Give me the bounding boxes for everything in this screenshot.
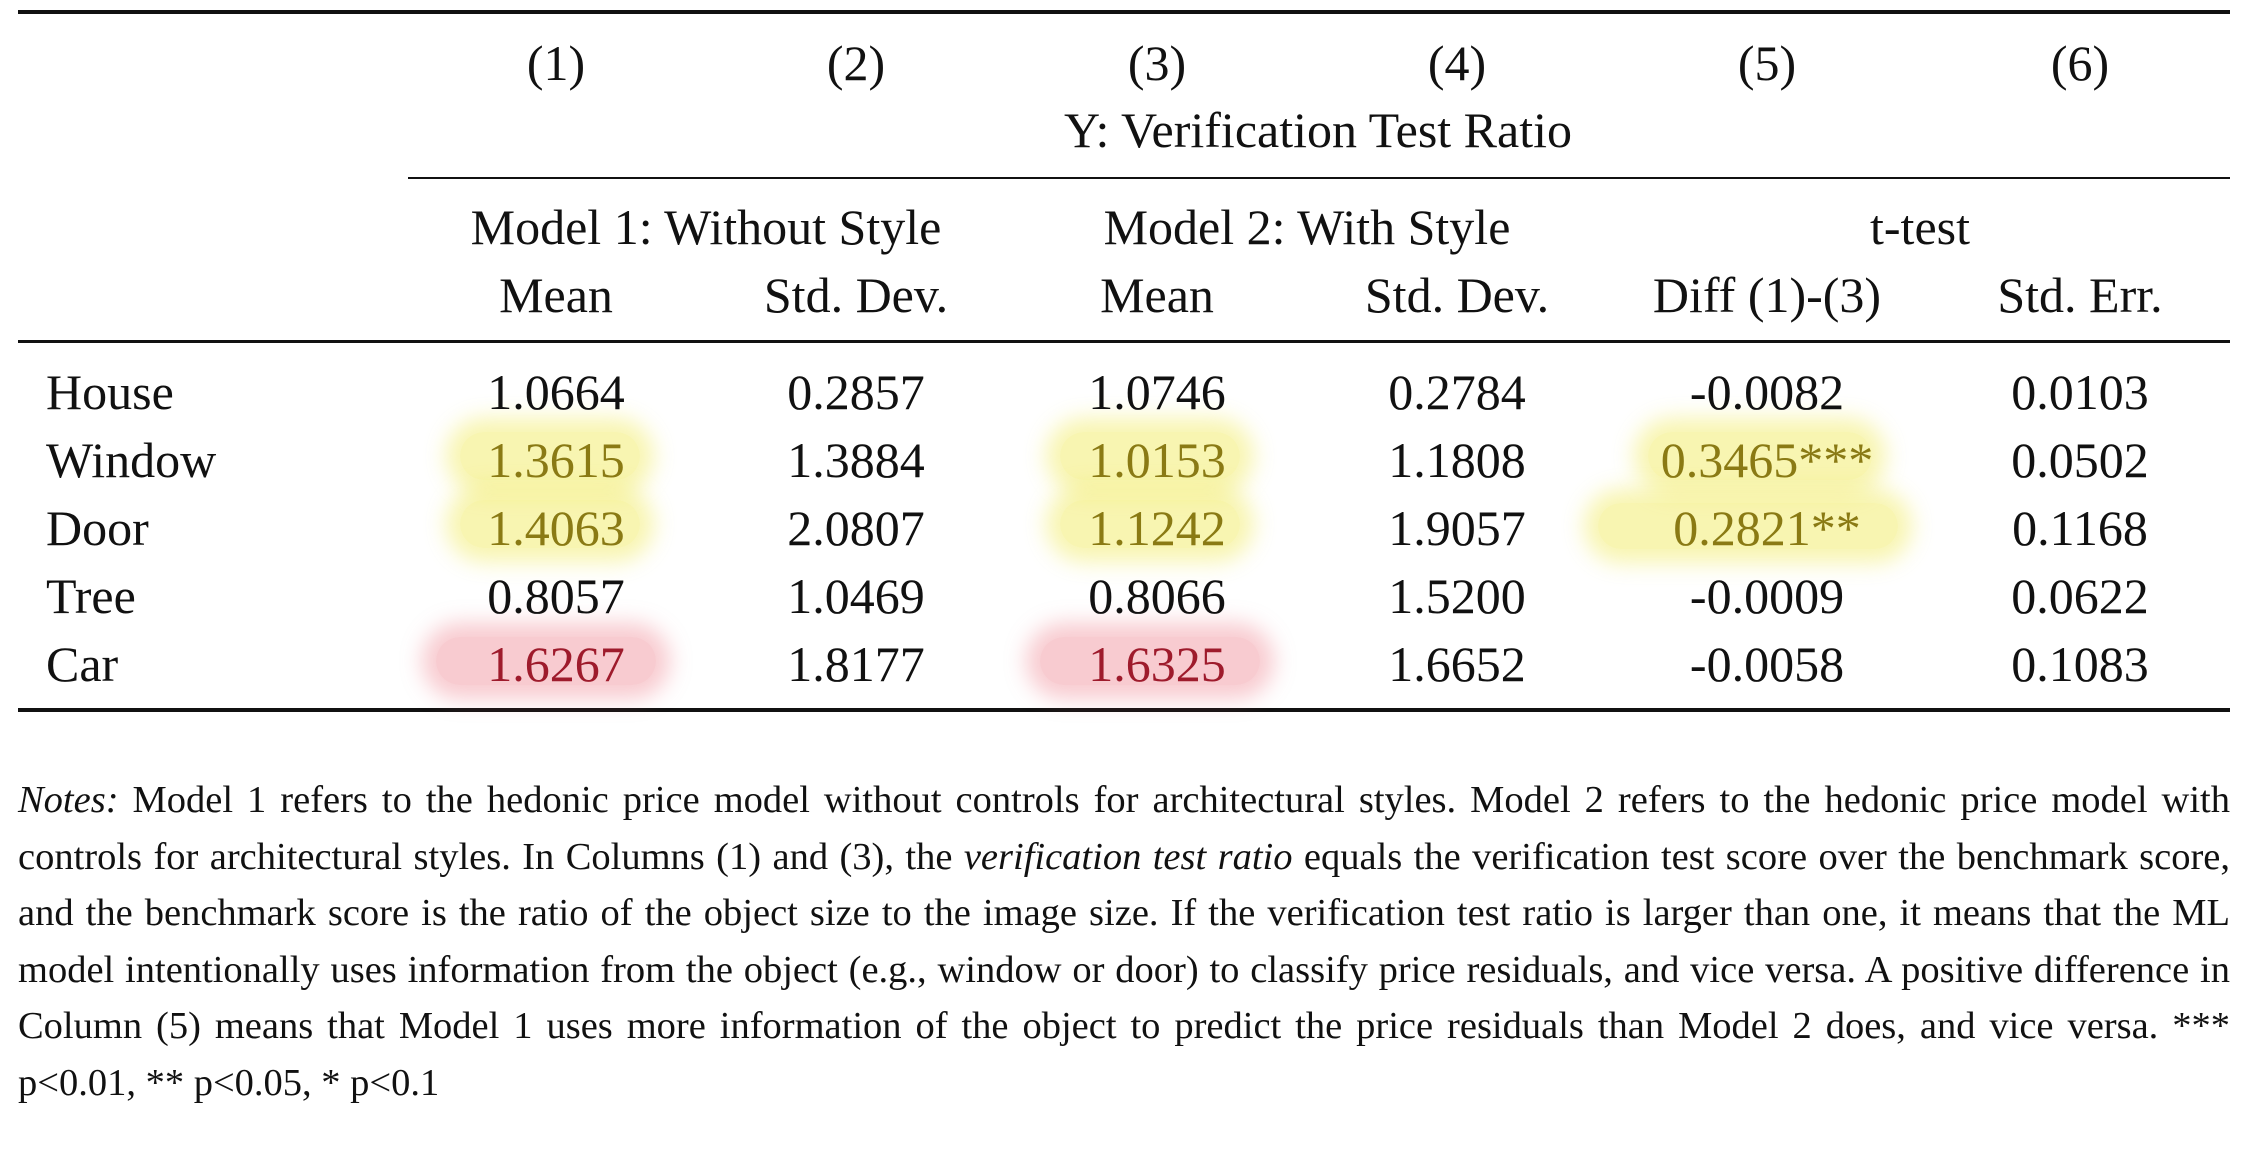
table-cell-highlighted: 1.1242 bbox=[1088, 500, 1226, 556]
highlight-door-col3 bbox=[1060, 500, 1240, 548]
table-cell: 0.0502 bbox=[2011, 432, 2149, 488]
notes-text-part2: equals the verification test score over … bbox=[18, 835, 2230, 1104]
table-cell: 1.5200 bbox=[1388, 568, 1526, 624]
table-cell: 0.2857 bbox=[787, 364, 925, 420]
row-label-tree: Tree bbox=[46, 568, 136, 624]
subheader-stddev-4: Std. Dev. bbox=[1364, 267, 1550, 323]
top-rule bbox=[18, 10, 2230, 14]
table-cell: 1.8177 bbox=[787, 636, 925, 692]
model1-group-header: Model 1: Without Style bbox=[470, 199, 942, 255]
table-cell-highlighted: 1.6325 bbox=[1088, 636, 1226, 692]
subheader-stddev-2: Std. Dev. bbox=[763, 267, 949, 323]
dependent-variable-label: Y: Verification Test Ratio bbox=[1063, 102, 1573, 158]
table-cell: 0.2784 bbox=[1388, 364, 1526, 420]
notes-term: verification test ratio bbox=[963, 835, 1293, 878]
table-cell: 1.9057 bbox=[1388, 500, 1526, 556]
table-cell: -0.0009 bbox=[1689, 568, 1845, 624]
table-cell: 0.1083 bbox=[2011, 636, 2149, 692]
column-number-3: (3) bbox=[1127, 35, 1187, 91]
row-label-car: Car bbox=[46, 636, 119, 692]
bottom-rule bbox=[18, 708, 2230, 712]
table-cell: 0.1168 bbox=[2012, 500, 2148, 556]
row-label-window: Window bbox=[46, 432, 217, 488]
table-cell: 0.8066 bbox=[1088, 568, 1226, 624]
subheader-stderr-6: Std. Err. bbox=[1997, 267, 2163, 323]
table-cell: 1.0469 bbox=[787, 568, 925, 624]
table-cell-highlighted: 0.3465*** bbox=[1660, 432, 1874, 488]
table-cell-highlighted: 1.4063 bbox=[487, 500, 625, 556]
table-cell: 1.0664 bbox=[487, 364, 625, 420]
notes-text-part1: Model 1 refers to the hedonic price mode… bbox=[18, 779, 2230, 878]
table-cell: 1.6652 bbox=[1388, 636, 1526, 692]
column-number-2: (2) bbox=[826, 35, 886, 91]
row-label-door: Door bbox=[46, 500, 149, 556]
table-cell: 2.0807 bbox=[787, 500, 925, 556]
row-label-house: House bbox=[46, 364, 174, 420]
table-cell: 0.0103 bbox=[2011, 364, 2149, 420]
table-notes: Notes: Model 1 refers to the hedonic pri… bbox=[18, 772, 2230, 1111]
model-group-rule bbox=[408, 177, 2230, 179]
column-number-1: (1) bbox=[526, 35, 586, 91]
ttest-group-header: t-test bbox=[1870, 199, 1970, 255]
highlight-window-col1 bbox=[460, 432, 640, 480]
highlight-window-col3 bbox=[1060, 432, 1240, 480]
table-cell-highlighted: 0.2821** bbox=[1673, 500, 1861, 556]
column-number-4: (4) bbox=[1427, 35, 1487, 91]
subheader-diff-5: Diff (1)-(3) bbox=[1652, 267, 1882, 323]
table-cell: -0.0082 bbox=[1689, 364, 1845, 420]
table-cell-highlighted: 1.6267 bbox=[487, 636, 625, 692]
table-cell-highlighted: 1.0153 bbox=[1088, 432, 1226, 488]
column-number-6: (6) bbox=[2050, 35, 2110, 91]
table-cell: -0.0058 bbox=[1689, 636, 1845, 692]
subheader-mean-1: Mean bbox=[499, 267, 613, 323]
subheader-mean-3: Mean bbox=[1100, 267, 1214, 323]
highlight-door-col1 bbox=[460, 500, 640, 548]
notes-label: Notes: bbox=[18, 779, 119, 821]
highlight-car-col3 bbox=[1040, 637, 1260, 685]
table-cell: 0.0622 bbox=[2011, 568, 2149, 624]
table-cell: 1.3884 bbox=[787, 432, 925, 488]
table-cell: 1.0746 bbox=[1088, 364, 1226, 420]
highlight-car-col1 bbox=[436, 637, 656, 685]
column-number-5: (5) bbox=[1737, 35, 1797, 91]
header-bottom-rule bbox=[18, 340, 2230, 343]
table-cell: 0.8057 bbox=[487, 568, 625, 624]
table-cell-highlighted: 1.3615 bbox=[487, 432, 625, 488]
highlight-door-col5 bbox=[1598, 503, 1898, 549]
model2-group-header: Model 2: With Style bbox=[1103, 199, 1511, 255]
table-cell: 1.1808 bbox=[1388, 432, 1526, 488]
highlight-window-col5 bbox=[1648, 432, 1872, 480]
